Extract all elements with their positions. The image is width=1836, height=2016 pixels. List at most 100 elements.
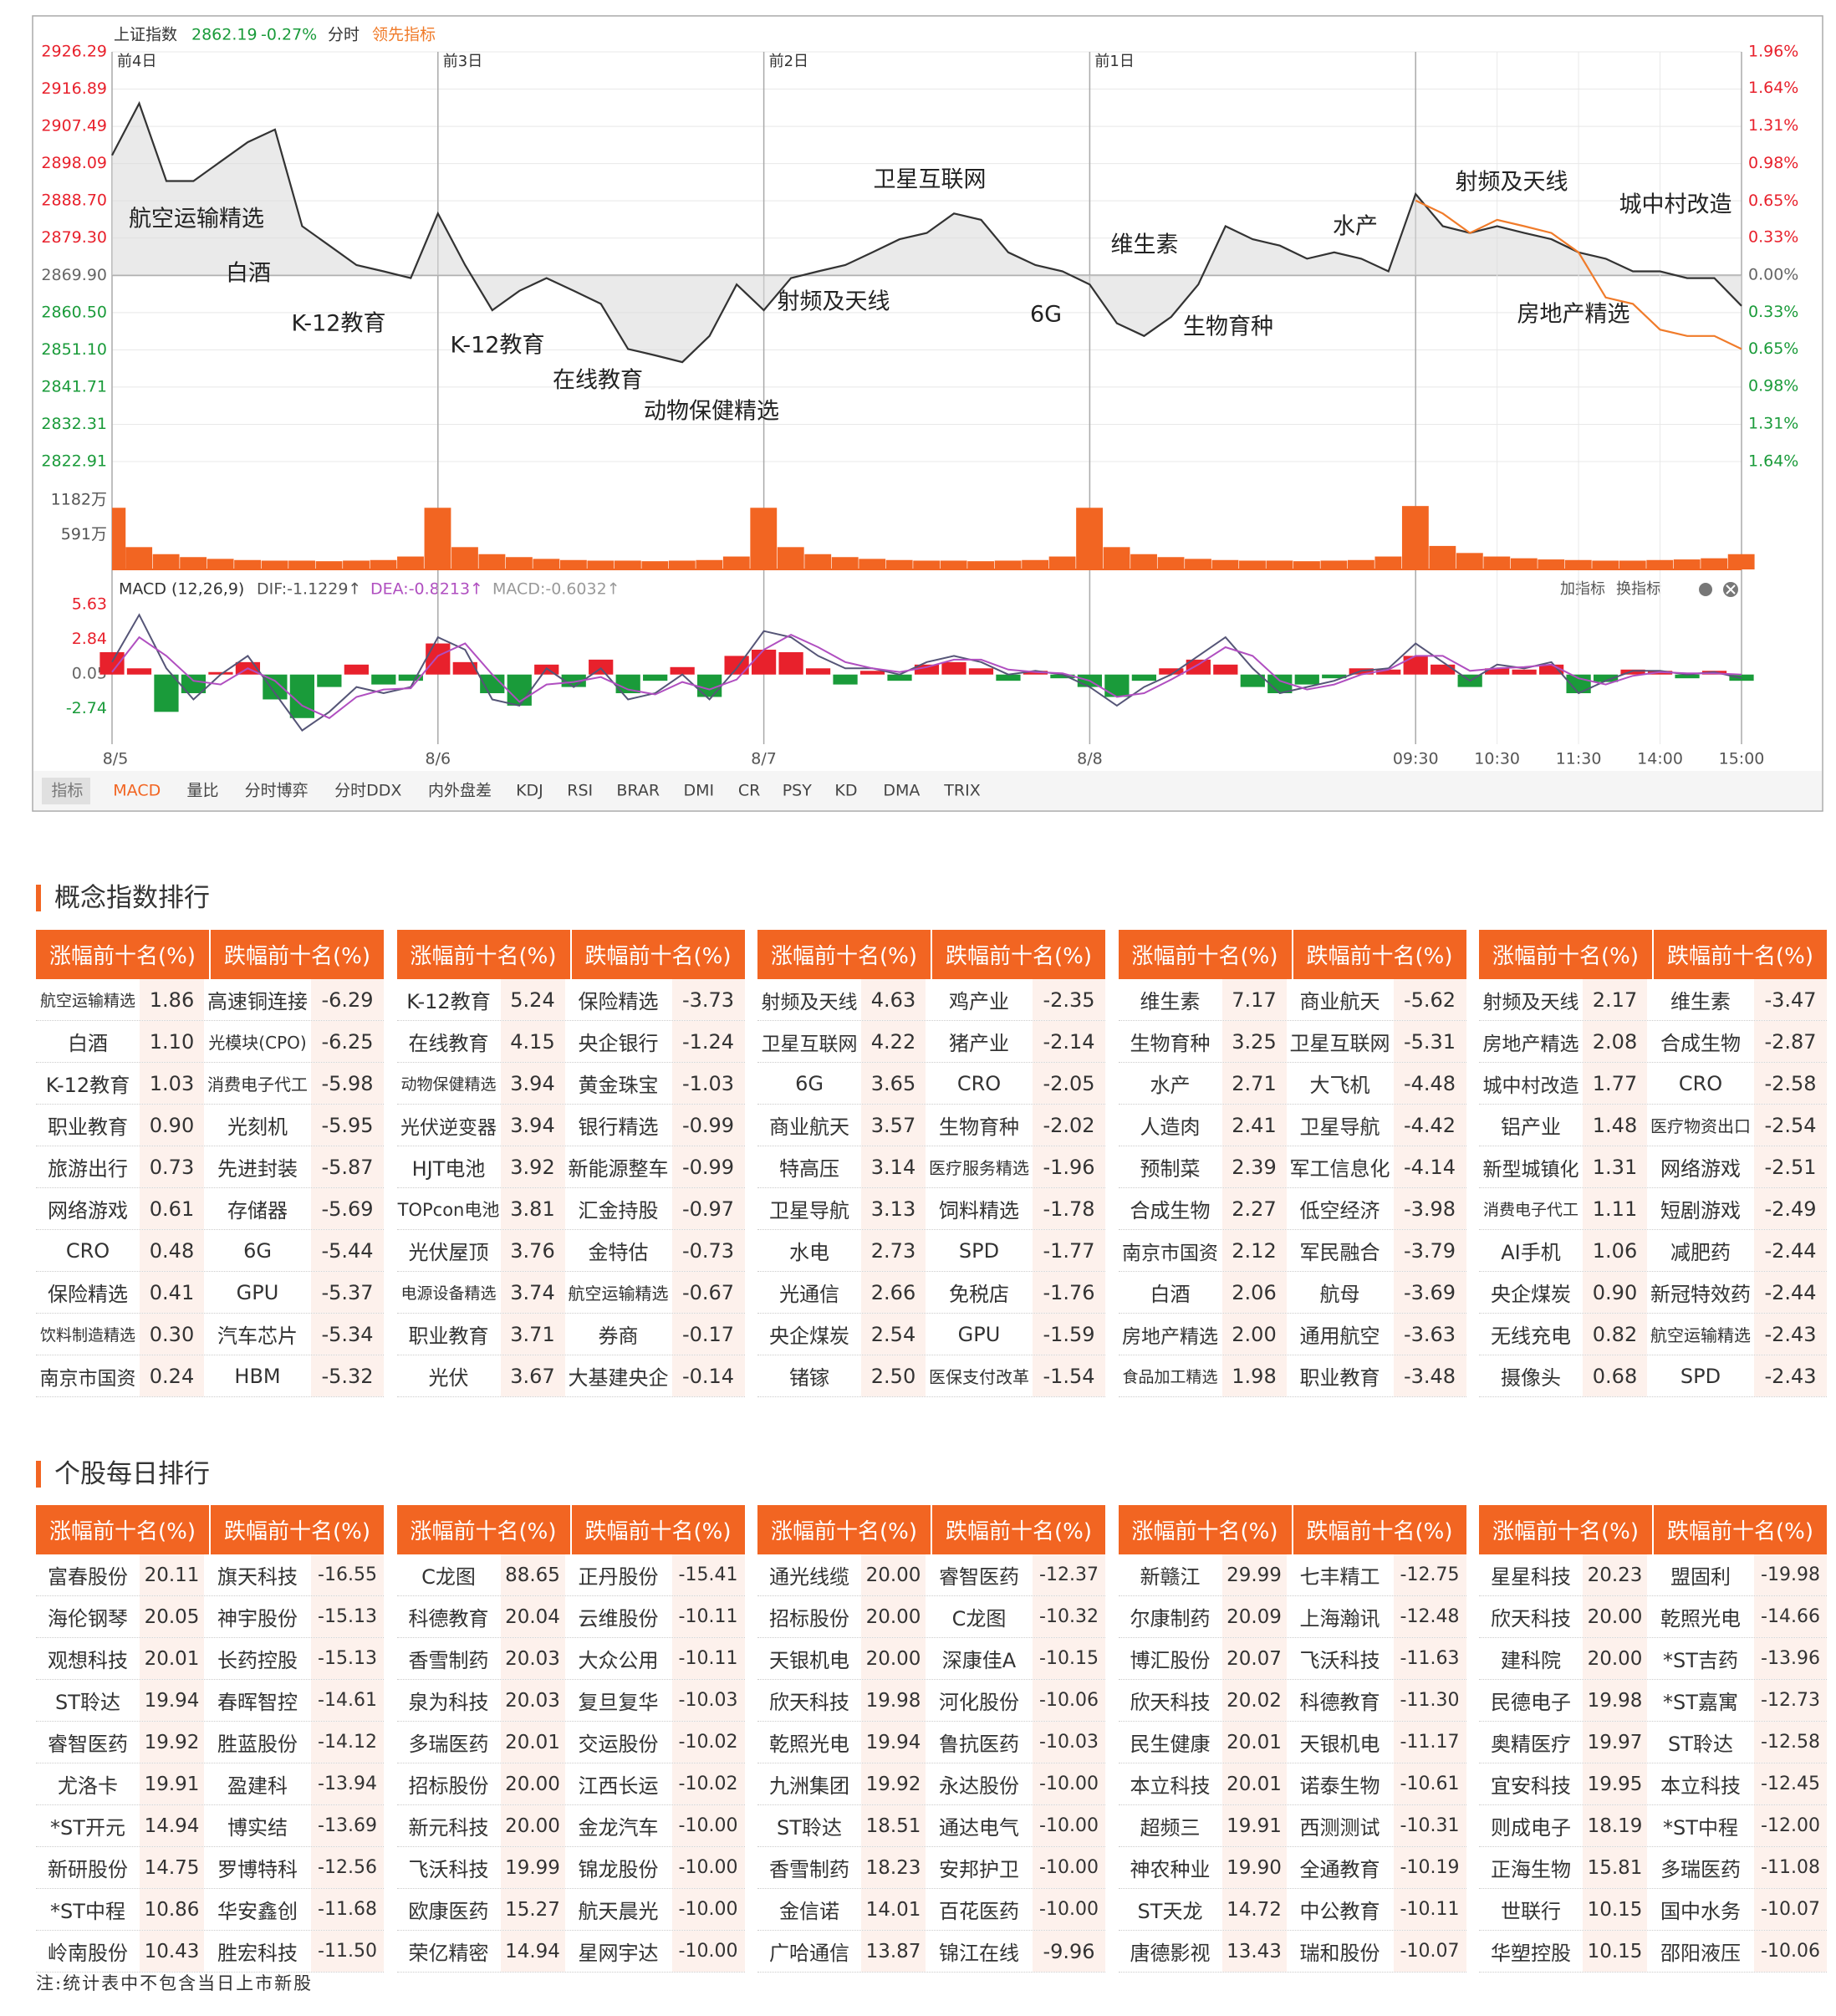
value-cell: -1.59 xyxy=(1033,1314,1105,1355)
x-tick-label: 8/5 xyxy=(103,750,129,768)
table-header: 涨幅前十名(%) 跌幅前十名(%) xyxy=(36,1505,384,1554)
name-cell: 超频三 xyxy=(1140,1816,1201,1840)
indicator-tab[interactable]: 内外盘差 xyxy=(428,782,492,800)
indicator-tab[interactable]: RSI xyxy=(567,782,593,800)
y-tick-label: 2860.50 xyxy=(41,303,107,321)
value-cell: 18.19 xyxy=(1583,1805,1647,1846)
indicator-tab[interactable]: 指标 xyxy=(51,782,83,800)
name-cell: 南京市国资 xyxy=(39,1367,136,1390)
name-cell: 医疗物资出口 xyxy=(1650,1116,1751,1136)
name-cell: 香雪制药 xyxy=(408,1649,489,1672)
y-tick-label: 2822.91 xyxy=(41,452,107,471)
volume-bar xyxy=(885,559,913,569)
indicator-tab[interactable]: KDJ xyxy=(516,782,543,800)
name-cell: ST天龙 xyxy=(1137,1900,1203,1923)
settings-icon[interactable] xyxy=(1699,583,1712,596)
volume-bar xyxy=(424,508,451,569)
name-cell: 在线教育 xyxy=(408,1032,489,1055)
y-tick-label: 2888.70 xyxy=(41,191,107,210)
indicator-tab[interactable]: PSY xyxy=(783,782,813,800)
macd-bar xyxy=(1538,664,1564,675)
indicator-tab[interactable]: MACD xyxy=(113,782,161,800)
value-cell: -14.12 xyxy=(311,1722,384,1763)
volume-bar xyxy=(1374,556,1402,569)
mode-label[interactable]: 分时 xyxy=(328,26,360,44)
dif-line xyxy=(111,613,1742,732)
volume-bar xyxy=(506,557,533,569)
name-cell: 网络游戏 xyxy=(48,1199,128,1222)
macd-bar xyxy=(670,666,695,675)
value-cell: -13.94 xyxy=(311,1763,384,1804)
value-cell: 2.27 xyxy=(1221,1188,1287,1229)
name-cell: 盈建科 xyxy=(227,1774,288,1798)
y-tick-label: 2926.29 xyxy=(41,43,107,61)
table-row: HJT电池 3.92 新能源整车 -0.99 xyxy=(396,1146,745,1188)
table-row: 白酒 2.06 航母 -3.69 xyxy=(1118,1272,1466,1314)
indicator-tab[interactable]: BRAR xyxy=(616,782,660,800)
value-cell: 1.48 xyxy=(1583,1105,1647,1146)
name-cell: 银行精选 xyxy=(578,1115,659,1139)
volume-bar xyxy=(1727,554,1755,569)
name-cell: *ST开元 xyxy=(50,1816,125,1840)
value-cell: -1.77 xyxy=(1033,1230,1105,1271)
volume-bar xyxy=(804,554,832,569)
value-cell: 14.01 xyxy=(861,1889,926,1930)
name-cell: 多瑞医药 xyxy=(408,1733,489,1756)
name-cell: 神农种业 xyxy=(1130,1858,1211,1881)
indicator-label[interactable]: 领先指标 xyxy=(372,26,436,44)
volume-bar xyxy=(777,547,804,569)
name-cell: 欣天科技 xyxy=(1130,1691,1211,1714)
y2-tick-label: 1.64% xyxy=(1748,452,1798,471)
indicator-tab[interactable]: DMA xyxy=(883,782,920,800)
name-cell: 尔康制药 xyxy=(1130,1607,1211,1631)
name-cell: 科德教育 xyxy=(1299,1691,1380,1714)
indicator-tab[interactable]: CR xyxy=(738,782,760,800)
macd-bar xyxy=(859,671,885,675)
macd-bar xyxy=(1104,674,1130,697)
name-cell: 摄像头 xyxy=(1501,1366,1561,1390)
value-cell: -10.00 xyxy=(1033,1805,1105,1846)
table-row: 科德教育 20.04 云维股份 -10.11 xyxy=(396,1596,745,1638)
macd-bar xyxy=(1675,674,1700,679)
switch-indicator[interactable]: 换指标 xyxy=(1616,580,1661,598)
table-row: 新研股份 14.75 罗博特科 -12.56 xyxy=(36,1847,384,1889)
value-cell: -1.54 xyxy=(1033,1355,1105,1396)
volume-bar xyxy=(1592,560,1619,569)
table-row: 动物保健精选 3.94 黄金珠宝 -1.03 xyxy=(396,1063,745,1105)
value-cell: -10.00 xyxy=(671,1847,745,1888)
name-cell: 上海瀚讯 xyxy=(1299,1607,1380,1631)
annotation: 生物育种 xyxy=(1183,314,1273,340)
name-cell: 大众公用 xyxy=(578,1649,659,1672)
indicator-tab[interactable]: TRIX xyxy=(943,782,980,800)
value-cell: 20.00 xyxy=(861,1638,926,1679)
volume-bar xyxy=(478,554,506,569)
name-cell: 6G xyxy=(243,1238,272,1263)
volume-bar xyxy=(1456,553,1483,569)
indicator-tab[interactable]: DMI xyxy=(684,782,715,800)
indicator-tab[interactable]: 分时DDX xyxy=(334,782,401,800)
indicator-tab[interactable]: 分时博弈 xyxy=(245,782,309,800)
indicator-tab[interactable]: 量比 xyxy=(187,782,219,800)
value-cell: 19.98 xyxy=(1583,1680,1647,1721)
name-cell: *ST吉药 xyxy=(1663,1649,1738,1672)
name-cell: 岭南股份 xyxy=(48,1942,128,1965)
value-cell: 0.24 xyxy=(140,1355,204,1396)
indicator-tab[interactable]: KD xyxy=(834,782,857,800)
name-cell: 锦江在线 xyxy=(939,1942,1019,1965)
macd-label: MACD:-0.6032↑ xyxy=(492,580,620,599)
section-title: 概念指数排行 xyxy=(36,885,210,911)
name-cell: 欧康医药 xyxy=(408,1900,489,1923)
value-cell: -2.14 xyxy=(1033,1021,1105,1062)
value-cell: 3.74 xyxy=(500,1272,565,1313)
value-cell: 4.22 xyxy=(861,1021,926,1062)
value-cell: 88.65 xyxy=(500,1554,565,1595)
macd-bar xyxy=(1240,674,1265,687)
name-cell: 通用航空 xyxy=(1299,1324,1380,1348)
table-row: 职业教育 0.90 光刻机 -5.95 xyxy=(36,1105,384,1146)
value-cell: -14.66 xyxy=(1754,1596,1827,1637)
add-indicator[interactable]: 加指标 xyxy=(1560,580,1605,598)
value-cell: 1.11 xyxy=(1583,1188,1647,1229)
value-cell: -11.63 xyxy=(1393,1638,1466,1679)
volume-bar xyxy=(125,547,153,569)
name-cell: 新元科技 xyxy=(408,1816,489,1840)
